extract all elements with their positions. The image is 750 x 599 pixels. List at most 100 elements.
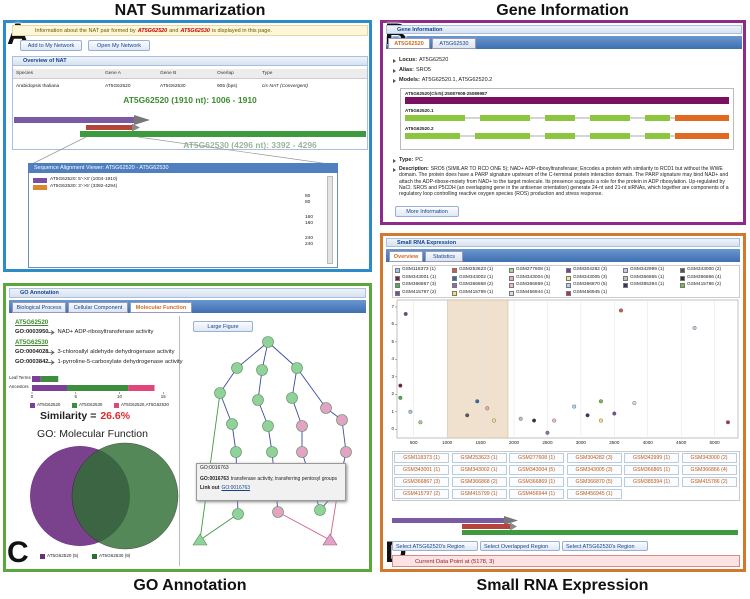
graph-node [296,446,308,458]
legend-text: GSM253623 (1) [459,267,494,272]
legend-text: GSM415786 (2) [687,282,722,288]
tab[interactable]: Statistics [425,251,463,262]
data-point [403,311,408,316]
data-point [692,325,697,330]
legend-swatch [680,268,685,273]
graph-node [226,418,238,430]
sample-cell[interactable]: GSM343000 (2) [681,453,737,463]
sample-cell[interactable]: GSM415786 (2) [681,477,737,487]
legend-swatch [452,290,457,296]
legend-text: GSM366866 (4) [687,274,722,280]
tab[interactable]: Biological Process [12,302,66,313]
legend-text: AT5G62520: 5'->3' (1004-1910) [50,177,118,182]
legend-text: GSM456944 (1) [516,289,551,295]
graph-node [340,446,352,458]
data-point [598,418,603,423]
data-point [598,399,603,404]
root-node [322,533,338,546]
data-point [418,420,423,425]
line-number: 80 [305,194,311,199]
sample-cell[interactable]: GSM456945 (1) [566,489,622,499]
tab[interactable]: Cellular Component [68,302,128,313]
legend-text: AT5G62530: 3'->5' (3392-4294) [50,184,118,189]
popup-link: Link out GO:0016763 [200,485,250,492]
zoom-line [137,136,337,166]
legend-swatch [40,554,45,559]
sample-cell[interactable]: GSM415797 (2) [394,489,449,499]
sample-cell[interactable]: GSM385394 (1) [624,477,679,487]
root-node [192,533,208,546]
sample-cell[interactable]: GSM366870 (5) [566,477,622,487]
data-point [612,411,617,416]
tab[interactable]: AT5G62520 [388,38,430,49]
sample-cell[interactable]: GSM415799 (1) [451,489,507,499]
scrollbar [327,176,333,264]
sample-cell[interactable]: GSM366869 (1) [509,477,564,487]
button[interactable]: Open My Network [88,40,150,51]
data-point [618,308,623,313]
data-point [398,395,403,400]
data-point [398,383,403,388]
sample-cell[interactable]: GSM366868 (2) [451,477,507,487]
y-tick-label: 1 [391,408,394,414]
legend-text: GSM343000 (2) [687,267,722,272]
sample-cell[interactable]: GSM304282 (3) [566,453,622,463]
link-icon [48,360,55,365]
sample-cell[interactable]: GSM343005 (3) [566,465,622,475]
legend-swatch [33,185,47,190]
item-value: SRO5 (SIMILAR TO RCD ONE 5); NAD+ ADP-ri… [399,166,729,198]
graph-node [231,362,243,374]
table-cell: cis-NAT (Convergent) [262,84,309,89]
button[interactable]: More Information [395,206,459,217]
go-id: GO:0003842 [15,359,49,365]
sample-cell[interactable]: GSM253623 (1) [451,453,507,463]
sample-cell[interactable]: GSM366867 (3) [394,477,449,487]
category-label: Ancestors [9,384,29,389]
legend-text: GSM366868 (2) [459,282,494,288]
figure-title: GO Annotation [133,577,247,594]
sample-cell[interactable]: GSM343004 (5) [509,465,564,475]
table-header: Gene B [160,71,177,76]
legend-text: GSM343005 (3) [573,274,608,280]
legend-text: GSM343002 (1) [459,274,494,280]
button[interactable]: Add to My Network [20,40,82,51]
legend-text: AT5G62520 [37,402,61,407]
data-point [485,406,490,411]
legend-swatch [395,275,400,281]
button[interactable]: Select AT5G62530's Region [562,541,648,551]
sample-cell[interactable]: GSM343002 (1) [451,465,507,475]
table-header: Type [262,71,273,76]
sample-cell[interactable]: GSM366866 (4) [681,465,737,475]
tab[interactable]: Overview [389,251,423,262]
gene-link[interactable]: AT5G62530 [15,339,49,346]
sample-cell[interactable]: GSM342999 (1) [624,453,679,463]
sample-cell[interactable]: GSM343001 (1) [394,465,449,475]
sample-cell[interactable]: GSM456944 (1) [509,489,564,499]
tab[interactable]: Molecular Function [130,302,192,313]
graph-edge [267,341,298,369]
graph-node [266,446,278,458]
go-name: 1-pyrroline-5-carboxylate dehydrogenase … [57,359,183,365]
gene-link[interactable]: AT5G62520 [15,319,49,326]
graph-node [291,362,303,374]
button[interactable]: Select Overlapped Region [480,541,560,551]
info-item: Models: AT5G62520.1, AT5G62520.2 [399,77,492,83]
sample-cell[interactable]: GSM366865 (1) [624,465,679,475]
sample-cell[interactable]: GSM118373 (1) [394,453,449,463]
popup-text: GO:0016763 transferase activity, transfer… [200,476,337,483]
gene-b-label: AT5G62530 (4296 nt): 3392 - 4296 [183,140,317,150]
description: Description: SRO5 (SIMILAR TO RCD ONE 5);… [399,166,736,197]
popup [196,463,346,501]
overlap-bar [462,524,510,529]
legend-swatch [30,403,35,408]
legend-swatch [566,275,571,281]
tab[interactable]: AT5G62530 [432,38,476,49]
legend-text: GSM415799 (1) [459,289,494,295]
button[interactable]: Select AT5G62520's Region [392,541,478,551]
item-value: AT5G62520.1, AT5G62520.2 [421,77,493,83]
legend-swatch [92,554,97,559]
sample-cell[interactable]: GSM277608 (1) [509,453,564,463]
button[interactable]: Large Figure [193,321,253,332]
data-point [475,399,480,404]
status: Current Data Point at (5178, 3) [392,555,740,567]
